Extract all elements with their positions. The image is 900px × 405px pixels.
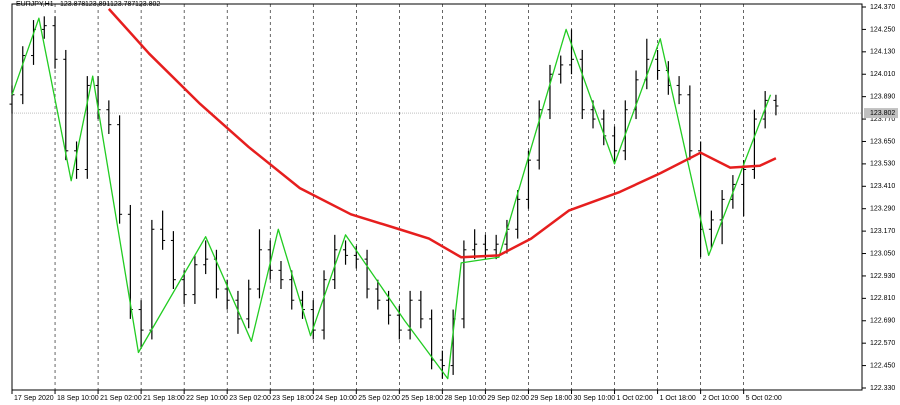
ohlc-bar xyxy=(246,279,252,329)
ohlc-bar xyxy=(117,115,123,224)
ohlc-bar xyxy=(375,279,381,310)
ohlc-bar xyxy=(235,290,241,334)
x-tick-label: 1 Oct 02:00 xyxy=(617,395,653,402)
x-tick-label: 28 Sep 10:00 xyxy=(444,395,486,402)
ohlc-bar xyxy=(708,210,714,248)
y-tick-label: 123.770 xyxy=(870,116,895,123)
x-tick-label: 21 Sep 18:00 xyxy=(143,395,185,402)
y-tick-label: 122.690 xyxy=(870,318,895,325)
x-tick-label: 2 Oct 10:00 xyxy=(703,395,739,402)
ohlc-bar xyxy=(558,55,564,84)
ohlc-bar xyxy=(568,29,574,75)
y-tick-label: 122.570 xyxy=(870,340,895,347)
y-tick-label: 123.530 xyxy=(870,161,895,168)
y-tick-label: 123.650 xyxy=(870,138,895,145)
x-tick-label: 1 Oct 18:00 xyxy=(660,395,696,402)
zigzag-line xyxy=(11,17,772,380)
y-tick-label: 124.130 xyxy=(870,49,895,56)
ohlc-bar xyxy=(74,141,80,179)
ohlc-bar xyxy=(181,270,187,304)
moving-average xyxy=(107,8,777,259)
ohlc-bar xyxy=(160,210,166,250)
plot-frame xyxy=(11,3,863,391)
ohlc-bar xyxy=(170,231,176,290)
ohlc-bar xyxy=(332,234,338,290)
y-tick-label: 123.170 xyxy=(870,228,895,235)
ohlc-bar xyxy=(267,240,273,280)
ohlc-bar xyxy=(418,290,424,329)
y-tick-label: 124.250 xyxy=(870,26,895,33)
header-value: 123.891 xyxy=(85,1,110,8)
x-tick-label: 5 Oct 02:00 xyxy=(746,395,782,402)
ohlc-bar xyxy=(612,126,618,164)
ohlc-bar xyxy=(278,261,284,290)
ohlc-bar xyxy=(655,49,661,80)
x-tick-label: 17 Sep 2020 xyxy=(14,395,54,402)
header-value: 123.787 xyxy=(110,1,135,8)
x-tick-label: 24 Sep 10:00 xyxy=(315,395,357,402)
ohlc-bar xyxy=(773,94,779,116)
header-value: 123.878 xyxy=(60,1,85,8)
ohlc-bar xyxy=(687,85,693,161)
ohlc-bar xyxy=(396,305,402,340)
ohlc-bar xyxy=(289,270,295,310)
y-tick-label: 122.930 xyxy=(870,273,895,280)
x-tick-label: 25 Sep 02:00 xyxy=(358,395,400,402)
ohlc-bar xyxy=(515,190,521,239)
x-tick-label: 22 Sep 10:00 xyxy=(186,395,228,402)
ohlc-bar xyxy=(676,76,682,105)
ohlc-bar xyxy=(536,100,542,170)
y-tick-label: 124.370 xyxy=(870,4,895,11)
x-tick-label: 29 Sep 18:00 xyxy=(530,395,572,402)
y-tick-label: 122.810 xyxy=(870,295,895,302)
ohlc-bar xyxy=(138,300,144,349)
ohlc-bar xyxy=(20,46,26,105)
y-tick-label: 122.450 xyxy=(870,362,895,369)
ohlc-bar xyxy=(439,350,445,379)
ohlc-bar xyxy=(525,150,531,209)
ohlc-bar xyxy=(310,300,316,340)
ohlc-bar xyxy=(622,100,628,161)
x-tick-label: 23 Sep 02:00 xyxy=(229,395,271,402)
price-label-bg xyxy=(864,108,898,119)
ohlc-bar xyxy=(343,240,349,265)
x-tick-label: 21 Sep 02:00 xyxy=(100,395,142,402)
ohlc-bar xyxy=(63,49,69,161)
x-tick-label: 30 Sep 10:00 xyxy=(573,395,615,402)
ohlc-bar xyxy=(472,229,478,260)
ohlc-bar xyxy=(364,249,370,299)
symbol-label: EURJPY,H1 xyxy=(16,1,54,8)
ohlc-bar xyxy=(52,16,58,69)
x-tick-label: 25 Sep 18:00 xyxy=(401,395,443,402)
ohlc-bar xyxy=(407,290,413,340)
price-label: 123.802 xyxy=(870,110,895,117)
ohlc-bar xyxy=(461,240,467,329)
x-tick-label: 29 Sep 02:00 xyxy=(487,395,529,402)
ohlc-bar xyxy=(321,270,327,340)
ohlc-bar xyxy=(106,100,112,134)
ohlc-bar xyxy=(41,16,47,39)
y-tick-label: 123.890 xyxy=(870,93,895,100)
y-tick-label: 123.410 xyxy=(870,183,895,190)
ohlc-bar xyxy=(547,64,553,120)
ohlc-bar xyxy=(203,240,209,275)
y-tick-label: 123.050 xyxy=(870,250,895,257)
y-tick-label: 122.330 xyxy=(870,385,895,392)
x-tick-label: 18 Sep 10:00 xyxy=(57,395,99,402)
header-value: 123.802 xyxy=(135,1,160,8)
ohlc-bar xyxy=(192,255,198,304)
y-tick-label: 124.010 xyxy=(870,71,895,78)
y-tick-label: 123.290 xyxy=(870,206,895,213)
ohlc-bar xyxy=(256,229,262,299)
x-tick-label: 23 Sep 18:00 xyxy=(272,395,314,402)
ohlc-bar xyxy=(579,49,585,120)
ohlc-bar xyxy=(741,160,747,217)
ohlc-bar xyxy=(84,76,90,179)
